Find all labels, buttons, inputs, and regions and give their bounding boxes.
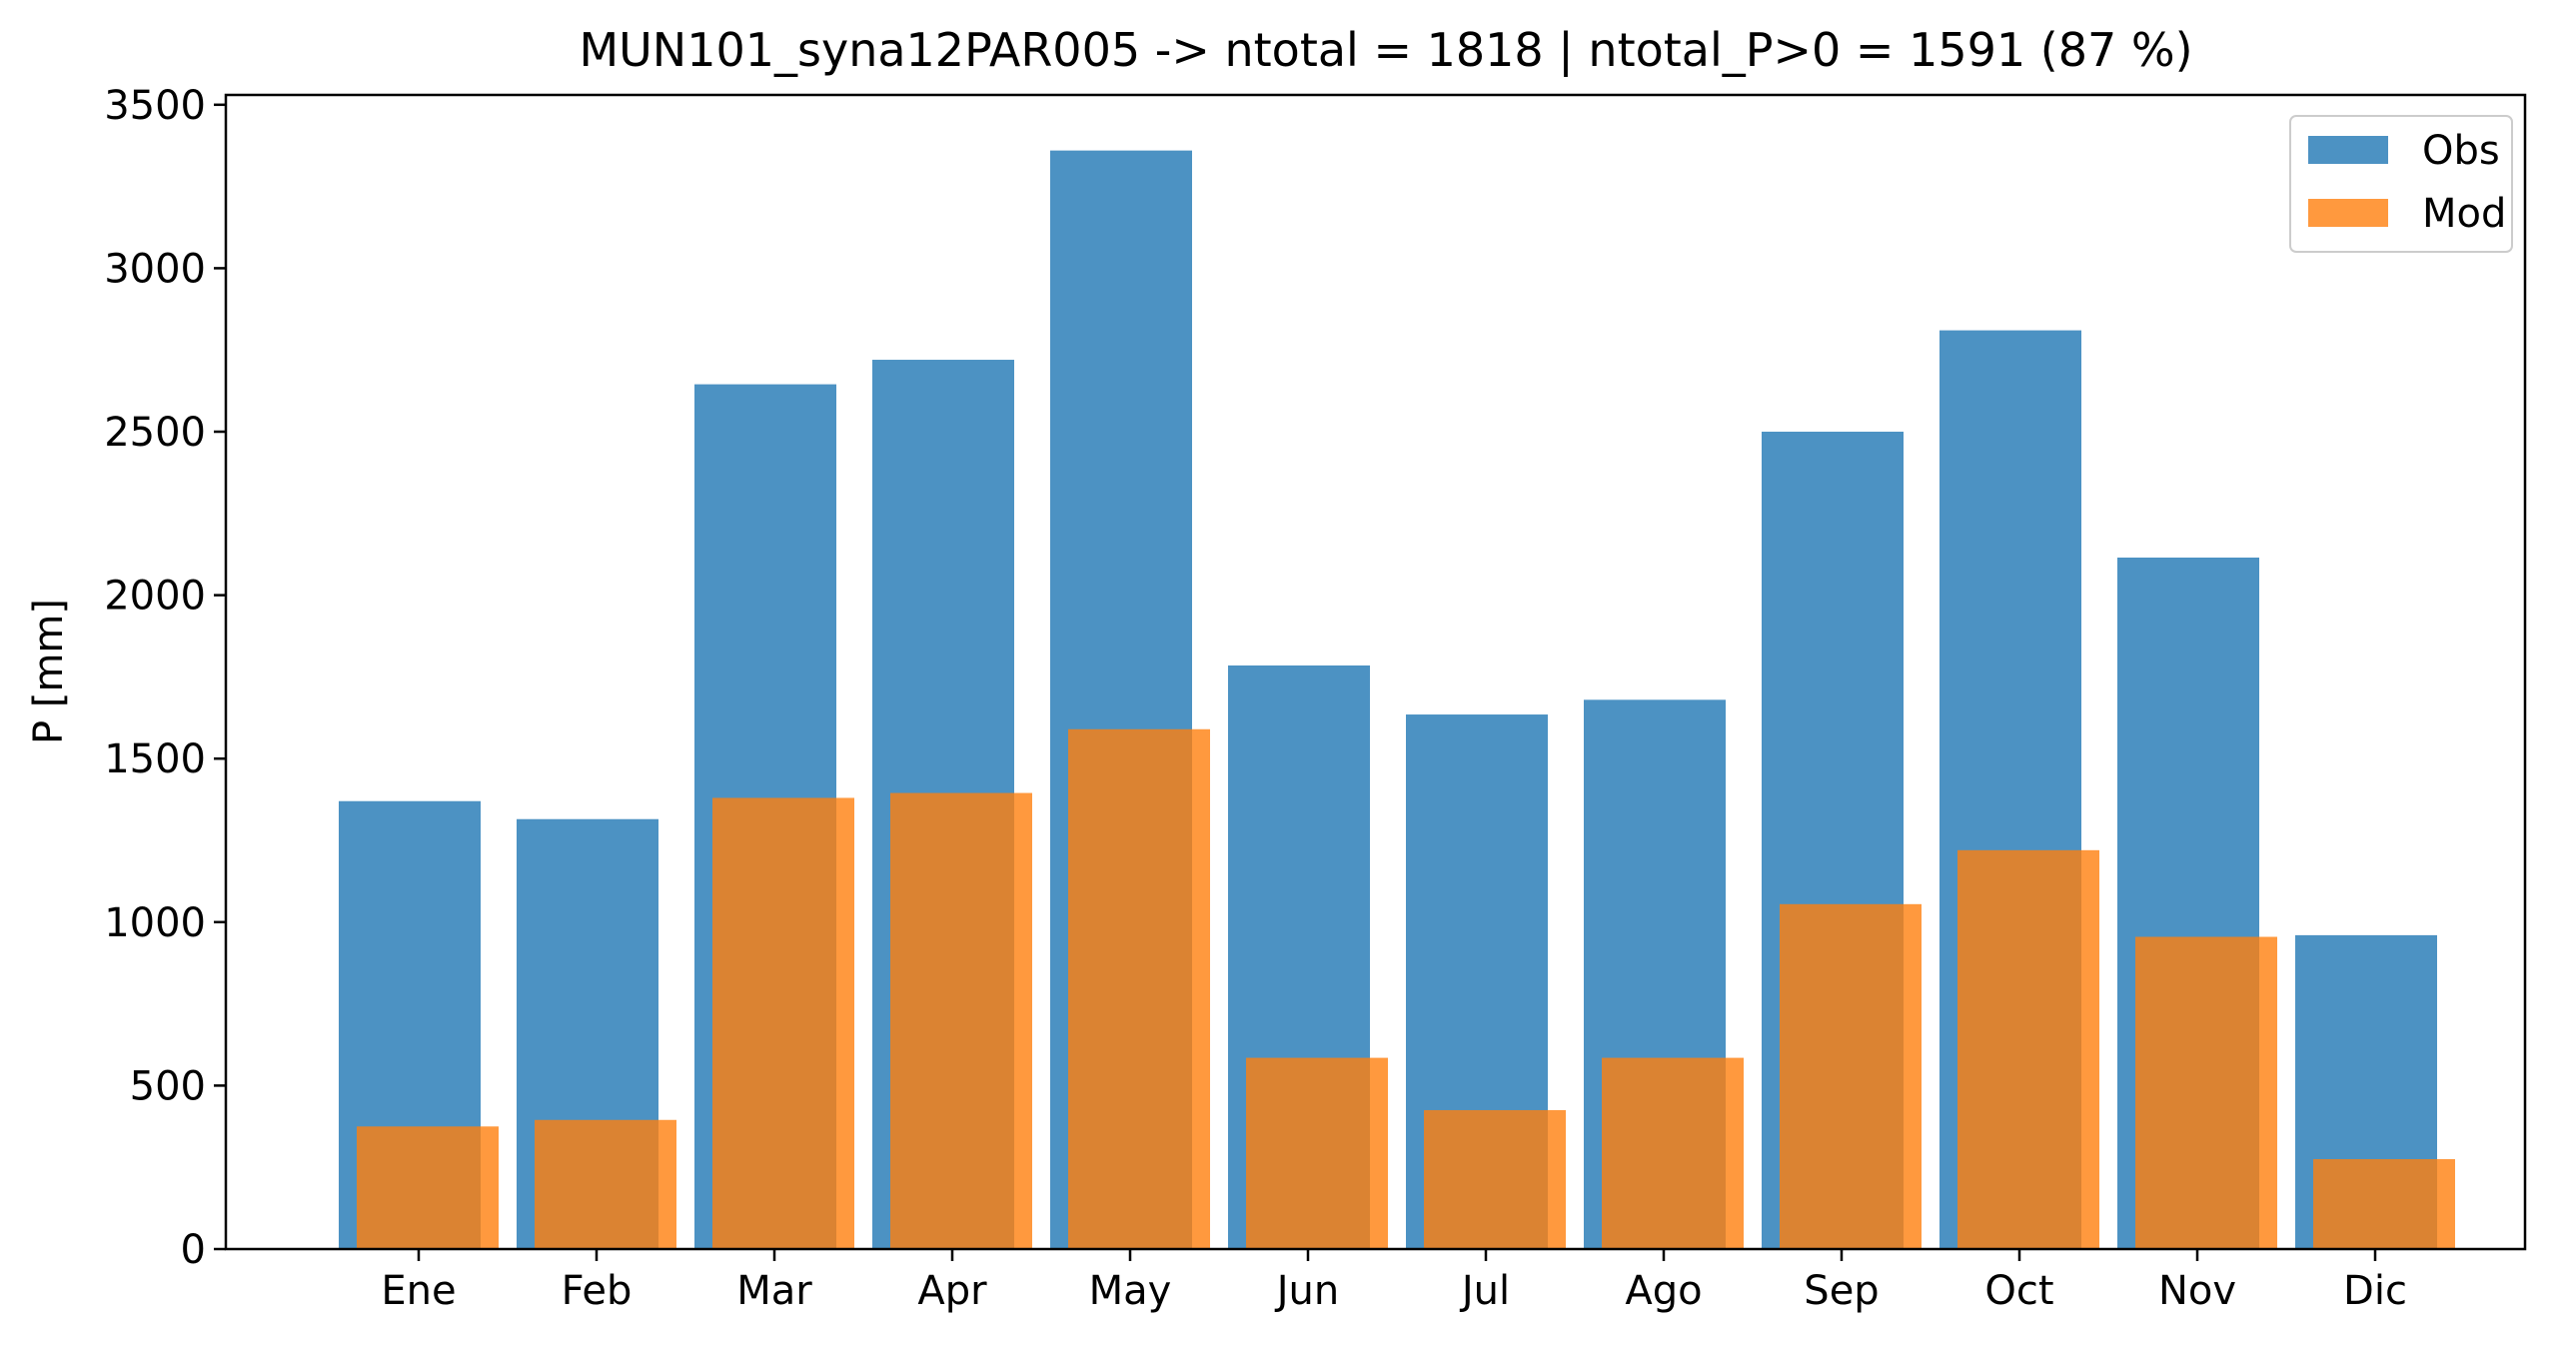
- y-tick-label: 2500: [104, 410, 206, 456]
- bar-mod-ago: [1602, 1057, 1744, 1249]
- x-tick-label: Mar: [736, 1268, 812, 1314]
- x-tick-label: Oct: [1984, 1268, 2053, 1314]
- y-axis: 0 500 1000 1500 2000 2500 3000 3500: [104, 83, 226, 1273]
- bar-mod-jun: [1246, 1057, 1388, 1249]
- chart-title: MUN101_syna12PAR005 -> ntotal = 1818 | n…: [579, 23, 2192, 78]
- y-tick-label: 500: [130, 1063, 206, 1109]
- bar-mod-mar: [712, 797, 854, 1249]
- bar-mod-sep: [1780, 903, 1922, 1249]
- bar-mod-may: [1068, 728, 1210, 1249]
- bar-mod-oct: [1957, 849, 2099, 1249]
- y-axis-title: P [mm]: [26, 599, 72, 744]
- bar-mod-feb: [535, 1119, 676, 1249]
- x-tick-label: Dic: [2343, 1268, 2407, 1314]
- legend-label-mod: Mod: [2422, 191, 2506, 237]
- legend-swatch-obs: [2308, 136, 2388, 164]
- y-tick-label: 3500: [104, 83, 206, 129]
- x-tick-label: Sep: [1804, 1268, 1879, 1314]
- x-tick-label: Jun: [1274, 1268, 1340, 1314]
- bars-layer: [339, 150, 2455, 1249]
- y-tick-label: 2000: [104, 574, 206, 620]
- bar-mod-dic: [2313, 1159, 2455, 1249]
- x-tick-label: Feb: [562, 1268, 633, 1314]
- y-tick-label: 1000: [104, 900, 206, 946]
- y-tick-label: 3000: [104, 246, 206, 292]
- bar-mod-jul: [1424, 1109, 1566, 1249]
- x-tick-label: Ene: [381, 1268, 456, 1314]
- x-tick-label: May: [1089, 1268, 1172, 1314]
- legend-label-obs: Obs: [2422, 128, 2500, 174]
- x-tick-label: Nov: [2158, 1268, 2236, 1314]
- bar-mod-nov: [2135, 936, 2277, 1249]
- plot-frame: [224, 93, 2527, 1251]
- legend-swatch-mod: [2308, 199, 2388, 227]
- bar-mod-ene: [357, 1126, 499, 1249]
- y-tick-label: 0: [181, 1227, 206, 1273]
- legend: Obs Mod: [2289, 115, 2513, 253]
- x-tick-label: Jul: [1459, 1268, 1510, 1314]
- series-mod: [357, 728, 2455, 1249]
- bar-mod-apr: [890, 792, 1032, 1249]
- x-axis: Ene Feb Mar Apr May Jun Jul Ago Sep Oct Nov Dic: [381, 1249, 2407, 1314]
- x-tick-label: Ago: [1625, 1268, 1702, 1314]
- x-tick-label: Apr: [917, 1268, 987, 1314]
- y-tick-label: 1500: [104, 736, 206, 782]
